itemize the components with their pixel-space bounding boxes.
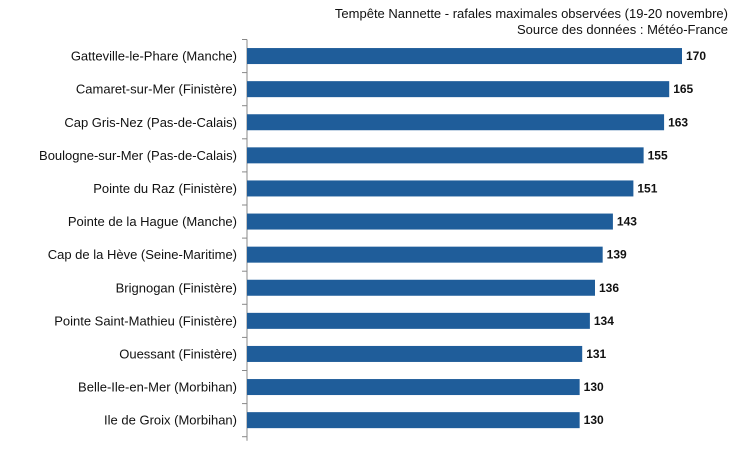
chart-subtitle: Source des données : Météo-France	[516, 22, 728, 37]
category-label: Ouessant (Finistère)	[119, 346, 237, 361]
bar	[247, 379, 580, 396]
category-label: Cap Gris-Nez (Pas-de-Calais)	[64, 115, 237, 130]
axis-layer	[242, 39, 248, 441]
category-label: Pointe du Raz (Finistère)	[93, 181, 237, 196]
category-label: Belle-Ile-en-Mer (Morbihan)	[78, 380, 237, 395]
value-label: 170	[686, 49, 706, 63]
value-label: 134	[594, 314, 614, 328]
category-label: Gatteville-le-Phare (Manche)	[71, 49, 237, 64]
value-label: 151	[637, 181, 657, 195]
bar	[247, 412, 580, 429]
value-label: 165	[673, 82, 693, 96]
value-label: 155	[648, 148, 668, 162]
bar	[247, 345, 583, 362]
category-label: Ile de Groix (Morbihan)	[104, 413, 237, 428]
category-label: Pointe Saint-Mathieu (Finistère)	[54, 313, 237, 328]
labels-layer: Gatteville-le-Phare (Manche) 170 Camaret-s…	[39, 49, 706, 428]
bar	[247, 81, 670, 98]
value-label: 143	[617, 215, 637, 229]
bar	[247, 114, 665, 131]
bar	[247, 147, 644, 164]
value-label: 131	[586, 347, 606, 361]
value-label: 130	[584, 413, 604, 427]
value-label: 136	[599, 281, 619, 295]
bar	[247, 213, 613, 230]
bar	[247, 48, 682, 65]
value-label: 130	[584, 380, 604, 394]
category-label: Pointe de la Hague (Manche)	[68, 214, 237, 229]
category-label: Boulogne-sur-Mer (Pas-de-Calais)	[39, 148, 237, 163]
bars-layer	[247, 48, 682, 429]
bar	[247, 180, 634, 197]
chart-title: Tempête Nannette - rafales maximales obs…	[334, 6, 728, 21]
chart-header: Tempête Nannette - rafales maximales obs…	[335, 6, 728, 38]
category-label: Camaret-sur-Mer (Finistère)	[76, 82, 237, 97]
category-label: Cap de la Hève (Seine-Maritime)	[48, 247, 237, 262]
bar	[247, 312, 590, 329]
category-label: Brignogan (Finistère)	[116, 280, 237, 295]
value-label: 139	[607, 248, 627, 262]
bar	[247, 279, 595, 296]
value-label: 163	[668, 115, 688, 129]
bar	[247, 246, 603, 263]
